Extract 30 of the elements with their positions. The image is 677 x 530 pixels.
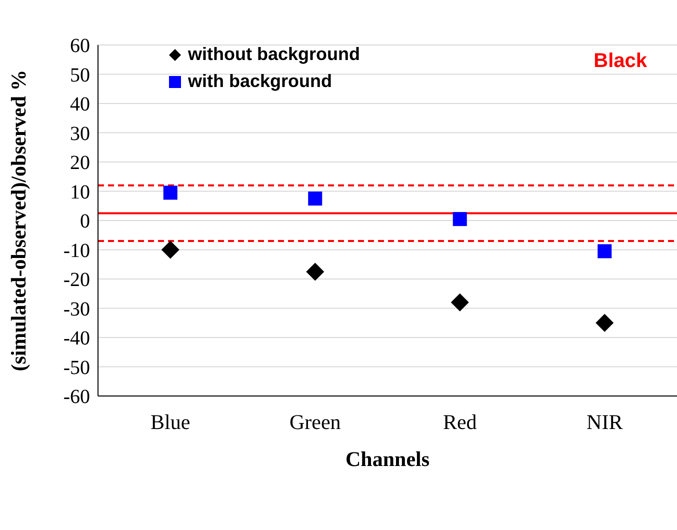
y-tick-label: -10 [63, 240, 90, 262]
y-axis-title: (simulated-observed)/observed % [6, 70, 30, 372]
y-tick-label: 30 [70, 122, 90, 145]
point [452, 212, 467, 226]
point [306, 262, 324, 281]
y-tick-label: -40 [63, 328, 90, 350]
y-tick-label: -30 [63, 298, 90, 320]
y-tick-label: -50 [63, 356, 90, 379]
point [163, 186, 178, 200]
y-tick-label: -60 [63, 386, 90, 408]
point [161, 240, 180, 259]
x-tick-label: Green [289, 410, 342, 434]
y-tick-label: 40 [70, 94, 90, 116]
x-axis-title: Channels [345, 447, 430, 471]
y-tick-label: 10 [70, 181, 90, 204]
y-tick-label: 0 [80, 210, 90, 233]
point [450, 293, 469, 312]
legend-label: with background [188, 71, 332, 92]
x-tick-label: Blue [150, 410, 190, 434]
y-tick-label: -20 [63, 269, 90, 292]
legend-label: without background [188, 44, 360, 65]
point [596, 314, 614, 332]
annotation: Black [594, 50, 647, 73]
y-tick-label: 60 [70, 35, 90, 58]
x-tick-label: Red [442, 410, 478, 434]
x-tick-label: NIR [586, 410, 623, 434]
point [598, 244, 612, 258]
y-tick-label: 20 [70, 152, 90, 174]
y-tick-label: 50 [70, 64, 90, 86]
point [308, 192, 322, 206]
